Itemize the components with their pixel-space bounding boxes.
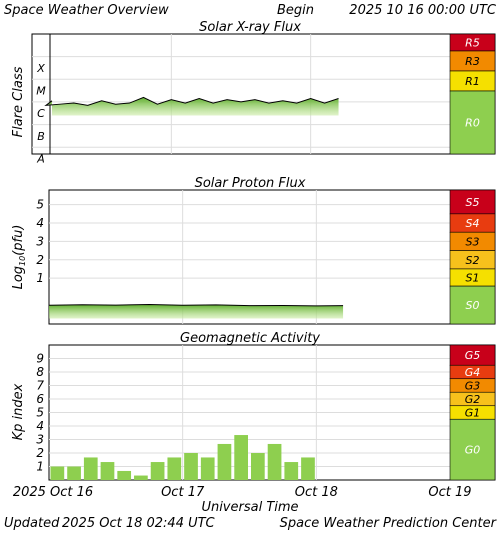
scale-band-label: S2 xyxy=(466,254,480,267)
kp-bar xyxy=(150,462,165,480)
scale-band-label: R0 xyxy=(465,117,480,130)
scale-band xyxy=(449,285,496,325)
kp-y-tick: 9 xyxy=(36,352,44,366)
x-tick-label: Oct 17 xyxy=(161,485,205,500)
updated-date: 2025 Oct 18 02:44 UTC xyxy=(62,516,216,531)
kp-bar xyxy=(50,466,65,480)
kp-bar xyxy=(200,457,215,480)
kp-bar xyxy=(234,435,248,480)
kp-y-tick: 4 xyxy=(36,419,44,433)
kp-grid xyxy=(49,345,450,480)
proton-title: Solar Proton Flux xyxy=(195,176,306,191)
kp-bar xyxy=(67,466,81,480)
proton-y-tick: 3 xyxy=(36,234,44,248)
proton-scale-bands: S5 S4 S3 S2 S1 S0 xyxy=(449,189,496,325)
kp-y-tick: 8 xyxy=(36,365,44,379)
scale-band-label: G2 xyxy=(465,393,481,406)
flare-class-label: X xyxy=(36,62,45,75)
proton-y-tick-labels: 5 4 3 2 1 xyxy=(36,198,44,285)
kp-bar xyxy=(217,443,232,480)
flare-class-label: M xyxy=(36,85,46,98)
scale-band-label: S3 xyxy=(466,235,480,248)
x-axis-label: Universal Time xyxy=(201,500,298,515)
updated-label: Updated xyxy=(4,516,60,531)
kp-bar xyxy=(251,453,265,480)
kp-bar xyxy=(134,475,148,480)
x-tick-labels: 2025 Oct 16 Oct 17 Oct 18 Oct 19 xyxy=(13,485,472,500)
proton-grid xyxy=(49,190,450,324)
proton-panel: 5 4 3 2 1 S5 S4 S3 S2 S1 S0 xyxy=(36,189,496,325)
flare-class-label: A xyxy=(36,153,45,166)
scale-band xyxy=(449,418,496,481)
flare-class-label: C xyxy=(37,107,45,120)
page-title: Space Weather Overview xyxy=(4,3,169,18)
scale-band-label: S0 xyxy=(466,299,480,312)
proton-ylabel: Log10(pfu) xyxy=(11,225,27,290)
x-tick-label: Oct 19 xyxy=(428,485,471,500)
kp-y-tick: 2 xyxy=(36,446,44,460)
begin-label: Begin xyxy=(277,3,314,18)
scale-band-label: G0 xyxy=(465,444,481,457)
proton-flux-fill xyxy=(49,304,344,319)
proton-ylabel-unit: (pfu) xyxy=(11,225,26,256)
kp-bar xyxy=(167,457,182,480)
scale-band-label: G5 xyxy=(465,349,481,362)
proton-ylabel-sub: 10 xyxy=(18,256,27,266)
proton-y-tick: 2 xyxy=(36,253,44,267)
xray-frame xyxy=(31,33,496,155)
xray-ylabel: Flare Class xyxy=(11,66,26,137)
kp-ylabel: Kp index xyxy=(11,383,26,440)
kp-bars xyxy=(50,435,315,480)
scale-band-label: S4 xyxy=(466,217,480,230)
proton-ylabel-log: Log xyxy=(11,266,26,289)
proton-y-tick: 1 xyxy=(36,271,44,285)
kp-bar xyxy=(100,462,115,480)
scale-band-label: G1 xyxy=(465,407,481,420)
x-tick-label: Oct 18 xyxy=(295,485,338,500)
proton-y-tick: 4 xyxy=(36,216,44,230)
begin-date: 2025 10 16 00:00 UTC xyxy=(349,3,497,18)
kp-bar xyxy=(117,470,132,480)
proton-series xyxy=(48,304,344,319)
kp-bar xyxy=(284,462,299,480)
kp-y-tick: 1 xyxy=(36,460,44,474)
xray-series xyxy=(44,96,339,116)
scale-band-label: S1 xyxy=(466,272,480,285)
kp-y-tick: 3 xyxy=(36,433,44,447)
xray-scale-bands: R5 R3 R1 R0 xyxy=(449,33,496,155)
kp-title: Geomagnetic Activity xyxy=(180,331,320,346)
flare-class-label: B xyxy=(37,130,45,143)
scale-band-label: G4 xyxy=(465,366,481,379)
proton-frame xyxy=(48,189,496,325)
x-tick-label: 2025 Oct 16 xyxy=(13,485,93,500)
proton-y-tick: 5 xyxy=(36,198,44,212)
scale-band-label: R3 xyxy=(465,55,480,68)
xray-title: Solar X-ray Flux xyxy=(199,20,301,35)
kp-bar xyxy=(301,457,315,480)
credit: Space Weather Prediction Center xyxy=(280,516,498,531)
scale-band-label: R1 xyxy=(465,75,480,88)
scale-band-label: G3 xyxy=(465,380,481,393)
kp-y-tick: 6 xyxy=(36,392,44,406)
scale-band-label: R5 xyxy=(465,37,480,50)
proton-flux-line xyxy=(48,304,344,307)
scale-band-label: S5 xyxy=(466,196,480,209)
kp-y-tick: 5 xyxy=(36,406,44,420)
kp-bar xyxy=(83,457,98,480)
kp-bar xyxy=(184,453,198,480)
xray-flux-line xyxy=(44,96,339,106)
scale-band xyxy=(449,90,496,155)
kp-bar xyxy=(267,443,282,480)
xray-flux-fill xyxy=(45,97,339,116)
kp-y-tick: 7 xyxy=(36,379,44,393)
